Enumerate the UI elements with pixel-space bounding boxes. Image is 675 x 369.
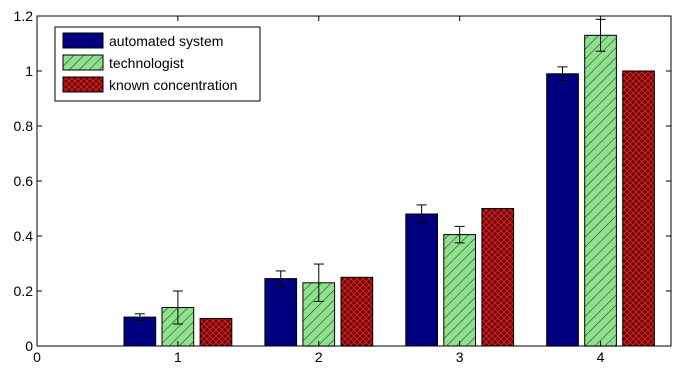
- bar-known-concentration-1: [199, 318, 233, 347]
- y-tick-label: 1.2: [14, 8, 34, 24]
- bar-technologist-3: [443, 234, 476, 347]
- legend-swatch-automated-system: [62, 32, 104, 49]
- y-axis: 0 0.2 0.4 0.6 0.8 1 1.2: [14, 8, 671, 354]
- y-tick-label: 0.4: [14, 228, 34, 244]
- bar-known-concentration-2: [340, 276, 374, 347]
- bar-known-concentration-4: [622, 70, 655, 347]
- errorbar-technologist-3: [454, 225, 465, 244]
- legend-label-technologist: technologist: [109, 55, 184, 71]
- x-tick-label: 4: [597, 349, 605, 365]
- errorbar-automated-system-2: [275, 270, 286, 287]
- errorbar-technologist-1: [172, 290, 183, 325]
- bar-automated-system-2: [264, 278, 298, 347]
- legend-label-known-concentration: known concentration: [109, 77, 237, 93]
- bar-automated-system-4: [546, 73, 579, 347]
- x-axis: 0 1 2 3 4: [33, 16, 605, 365]
- legend-swatch-technologist: [62, 54, 104, 71]
- legend-swatch-known-concentration: [62, 76, 104, 93]
- y-tick-label: 0: [25, 338, 33, 354]
- bar-known-concentration-3: [481, 208, 515, 347]
- bar-technologist-4: [584, 34, 617, 347]
- x-tick-label: 2: [315, 349, 323, 365]
- x-tick-label: 1: [174, 349, 182, 365]
- errorbar-automated-system-4: [557, 66, 568, 82]
- errorbar-automated-system-1: [134, 313, 145, 321]
- errorbar-automated-system-3: [416, 204, 427, 224]
- y-tick-label: 0.6: [14, 173, 34, 189]
- legend-label-automated-system: automated system: [109, 33, 223, 49]
- y-tick-label: 0.8: [14, 118, 34, 134]
- y-tick-label: 1: [25, 63, 33, 79]
- bar-automated-system-1: [123, 316, 157, 347]
- legend: automated system technologist known concen…: [54, 26, 261, 102]
- bar-automated-system-3: [405, 213, 438, 347]
- y-tick-label: 0.2: [14, 283, 34, 299]
- x-tick-label: 0: [33, 349, 41, 365]
- x-tick-label: 3: [456, 349, 464, 365]
- bar-marks: [123, 34, 655, 347]
- errorbar-technologist-2: [313, 263, 324, 302]
